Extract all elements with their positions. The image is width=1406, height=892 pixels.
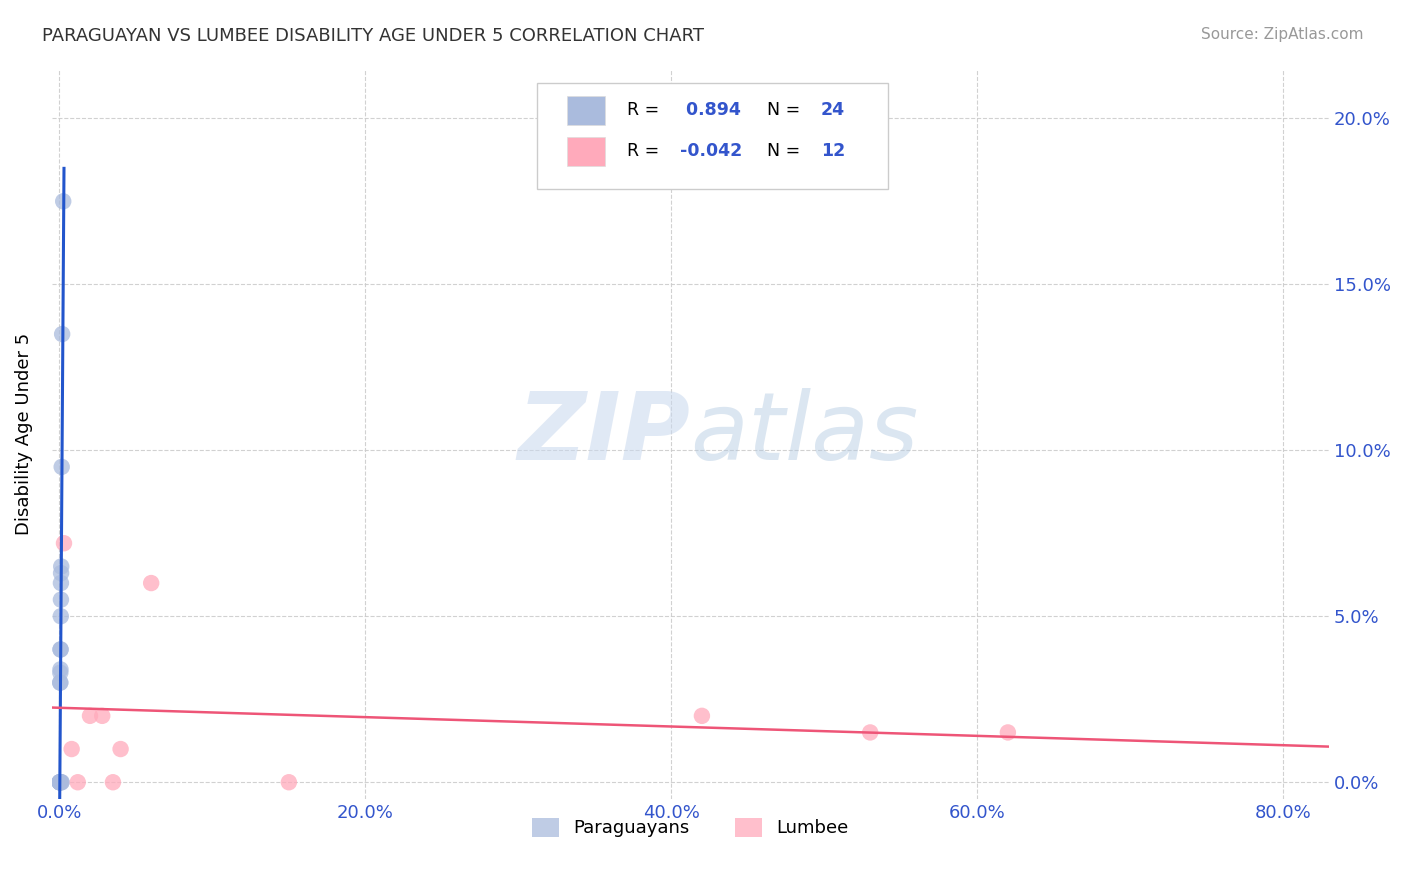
Text: R =: R = <box>627 101 664 119</box>
Legend: Paraguayans, Lumbee: Paraguayans, Lumbee <box>524 811 856 845</box>
Point <box>51 775 73 789</box>
Text: 0.894: 0.894 <box>681 101 741 119</box>
Point <box>48 775 70 789</box>
Point <box>690 709 713 723</box>
Point <box>49 592 72 607</box>
Point <box>51 327 73 342</box>
Point <box>53 536 76 550</box>
Point <box>51 559 73 574</box>
Text: N =: N = <box>768 142 806 161</box>
Bar <box>567 95 605 125</box>
Point <box>49 775 72 789</box>
Text: Source: ZipAtlas.com: Source: ZipAtlas.com <box>1201 27 1364 42</box>
Point <box>51 459 73 474</box>
Text: N =: N = <box>768 101 806 119</box>
Point <box>60 742 83 756</box>
Point <box>49 775 72 789</box>
Point <box>49 576 72 591</box>
Point <box>49 662 72 676</box>
Point <box>52 194 75 209</box>
Text: ZIP: ZIP <box>517 388 690 480</box>
Point <box>101 775 124 789</box>
Bar <box>567 137 605 167</box>
Point <box>49 642 72 657</box>
Point <box>66 775 89 789</box>
Point <box>110 742 132 756</box>
Point <box>49 665 72 680</box>
Point <box>51 775 73 789</box>
Point <box>48 775 70 789</box>
Point <box>49 775 72 789</box>
Point <box>49 642 72 657</box>
Point <box>79 709 101 723</box>
Text: R =: R = <box>627 142 664 161</box>
Point <box>49 609 72 624</box>
Point <box>49 775 72 789</box>
Point <box>91 709 114 723</box>
Text: 24: 24 <box>821 101 845 119</box>
Y-axis label: Disability Age Under 5: Disability Age Under 5 <box>15 333 32 535</box>
Point <box>859 725 882 739</box>
Point <box>141 576 163 591</box>
Text: 12: 12 <box>821 142 845 161</box>
Text: atlas: atlas <box>690 388 918 479</box>
Point <box>49 675 72 690</box>
Text: -0.042: -0.042 <box>681 142 742 161</box>
Text: PARAGUAYAN VS LUMBEE DISABILITY AGE UNDER 5 CORRELATION CHART: PARAGUAYAN VS LUMBEE DISABILITY AGE UNDE… <box>42 27 704 45</box>
Point <box>48 775 70 789</box>
Point <box>49 675 72 690</box>
FancyBboxPatch shape <box>537 83 889 189</box>
Point <box>997 725 1019 739</box>
Point <box>49 775 72 789</box>
Point <box>49 566 72 580</box>
Point <box>277 775 299 789</box>
